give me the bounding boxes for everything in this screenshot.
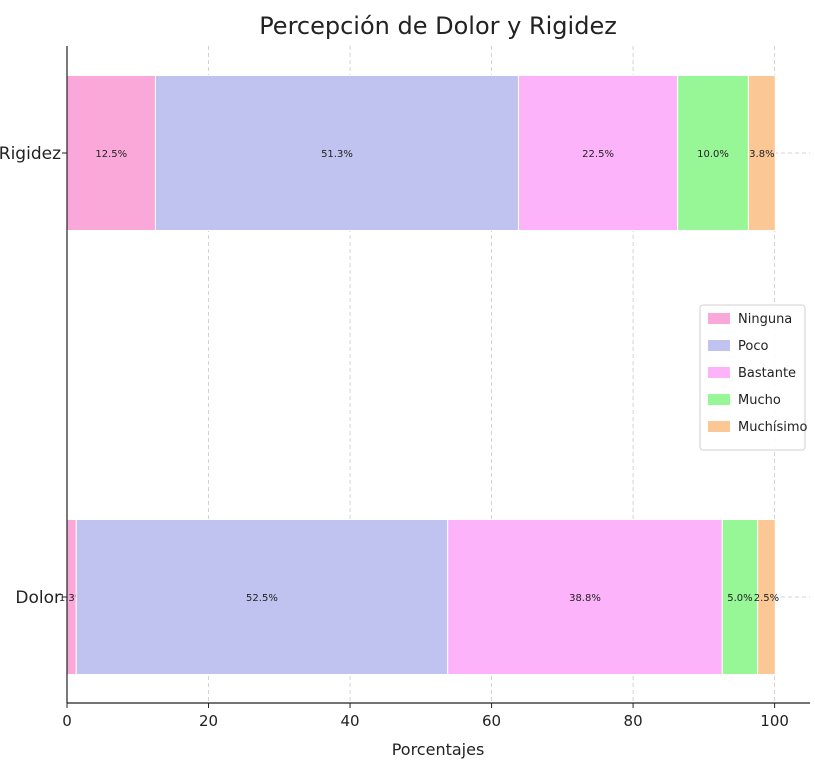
legend-label: Muchísimo — [738, 420, 808, 435]
legend-label: Mucho — [738, 393, 781, 408]
legend-swatch — [708, 394, 730, 405]
x-tick-label: 60 — [482, 712, 501, 730]
x-tick-label: 100 — [760, 712, 789, 730]
legend-swatch — [708, 421, 730, 432]
data-label: 51.3% — [321, 149, 353, 160]
legend: Ninguna Poco Bastante Mucho Muchísimo — [699, 304, 808, 451]
data-label: 5.0% — [727, 593, 752, 604]
bar-segment — [757, 519, 776, 675]
bar-segment — [75, 519, 449, 675]
y-category-label: Dolor — [15, 588, 61, 608]
x-axis-label: Porcentajes — [392, 740, 485, 759]
legend-swatch — [708, 340, 730, 351]
bar-segment — [677, 75, 749, 231]
x-tick-label: 20 — [199, 712, 218, 730]
data-label: 3.8% — [749, 149, 774, 160]
legend-swatch — [708, 367, 730, 378]
data-label: 12.5% — [95, 149, 127, 160]
data-label: 1.3% — [59, 593, 84, 604]
bar-segment — [517, 75, 679, 231]
data-label: 38.8% — [569, 593, 601, 604]
x-ticks: 0 20 40 60 80 100 — [62, 703, 789, 730]
legend-label: Poco — [738, 339, 768, 354]
data-label: 10.0% — [697, 149, 729, 160]
x-tick-label: 0 — [62, 712, 72, 730]
data-label: 22.5% — [582, 149, 614, 160]
y-categories: Dolor Rigidez — [0, 144, 67, 608]
legend-label: Bastante — [738, 366, 796, 381]
legend-label: Ninguna — [738, 312, 792, 327]
bar-segment — [747, 75, 776, 231]
legend-swatch — [708, 313, 730, 324]
data-label: 52.5% — [246, 593, 278, 604]
y-category-label: Rigidez — [0, 144, 61, 164]
bar-segment — [721, 519, 759, 675]
data-label: 2.5% — [754, 593, 779, 604]
bar-segment — [447, 519, 723, 675]
chart-title: Percepción de Dolor y Rigidez — [259, 12, 617, 40]
bars: 1.3% 52.5% 38.8% 5.0% 2.5% 12.5% 51.3% 22.5% 10.… — [59, 75, 779, 675]
x-tick-label: 80 — [624, 712, 643, 730]
axes — [66, 46, 810, 704]
x-tick-label: 40 — [341, 712, 360, 730]
